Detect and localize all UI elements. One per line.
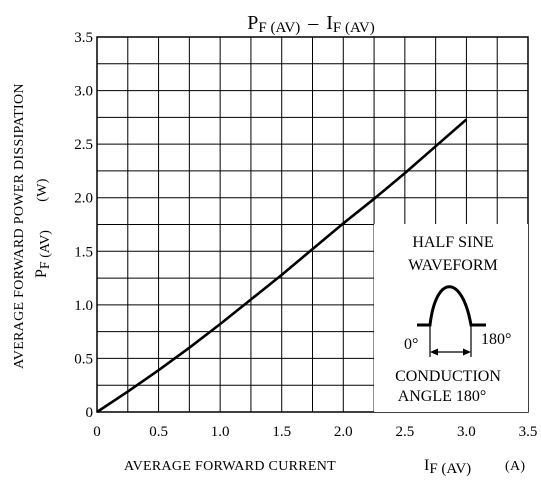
y-tick-label: 3.0: [74, 84, 93, 100]
x-tick-label: 0: [93, 424, 101, 440]
x-tick-label: 1.5: [272, 424, 291, 440]
x-axis-ticks: 0 0.5 1.0 1.5 2.0 2.5 3.0 3.5: [93, 424, 537, 440]
y-axis-unit: (W): [35, 178, 50, 201]
series-group: [96, 118, 468, 414]
annotation-angle: ANGLE 180°: [398, 388, 487, 405]
y-tick-label: 0: [86, 405, 94, 421]
chart-title: PF (AV) – IF (AV): [247, 12, 374, 36]
x-tick-label: 2.5: [395, 424, 414, 440]
annotation-waveform: WAVEFORM: [408, 257, 498, 274]
y-axis-symbol: PF (AV): [33, 230, 53, 278]
y-tick-label: 0.5: [74, 351, 93, 367]
arrow-head-right: [463, 348, 471, 356]
annotation-half-sine: HALF SINE: [412, 234, 493, 251]
angle-start-label: 0°: [404, 336, 418, 353]
y-tick-label: 2.5: [74, 137, 93, 153]
x-tick-label: 1.0: [211, 424, 230, 440]
x-axis-unit: (A): [505, 459, 525, 474]
x-axis-label: AVERAGE FORWARD CURRENT: [124, 459, 336, 474]
y-axis-label: AVERAGE FORWARD POWER DISSIPATION: [12, 83, 27, 369]
annotation-conduction: CONDUCTION: [395, 368, 501, 385]
y-tick-label: 1.0: [74, 298, 93, 314]
y-tick-label: 2.0: [74, 191, 93, 207]
x-tick-label: 3.0: [457, 424, 476, 440]
arrow-head-left: [430, 348, 438, 356]
annotation-box: [374, 224, 528, 412]
y-tick-label: 1.5: [74, 244, 93, 260]
series-line: [96, 118, 468, 414]
y-axis-ticks: 0 0.5 1.0 1.5 2.0 2.5 3.0 3.5: [74, 30, 93, 421]
x-tick-label: 2.0: [334, 424, 353, 440]
x-tick-label: 3.5: [519, 424, 538, 440]
y-tick-label: 3.5: [74, 30, 93, 46]
x-axis-symbol: IF (AV): [424, 457, 471, 477]
half-sine-waveform-icon: [417, 285, 486, 327]
x-tick-label: 0.5: [149, 424, 168, 440]
angle-end-label: 180°: [481, 331, 511, 348]
